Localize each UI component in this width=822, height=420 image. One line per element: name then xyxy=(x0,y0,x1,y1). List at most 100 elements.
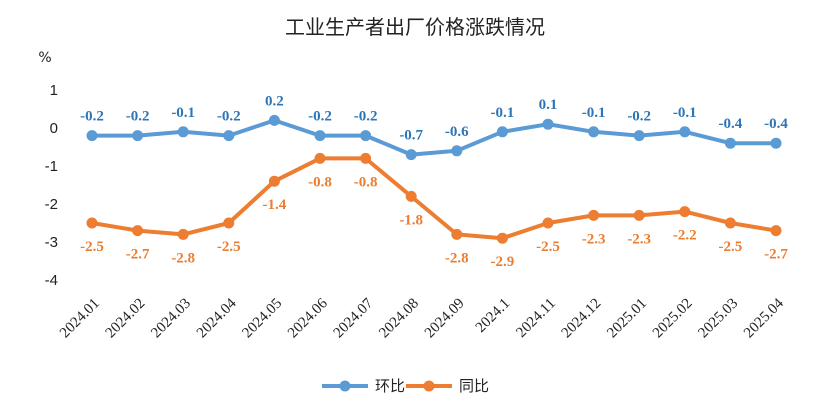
data-label: -1.4 xyxy=(263,197,287,213)
y-tick-label: -1 xyxy=(45,158,58,175)
data-point xyxy=(360,152,372,164)
legend-swatch-marker xyxy=(339,380,351,392)
x-tick-label: 2024.06 xyxy=(285,295,331,341)
data-point xyxy=(770,225,782,237)
data-label: -2.2 xyxy=(673,228,697,244)
data-label: -2.3 xyxy=(582,231,606,247)
legend-swatch-marker xyxy=(423,380,435,392)
data-label: -2.8 xyxy=(445,250,469,266)
data-point xyxy=(223,130,235,142)
data-label: -0.1 xyxy=(582,105,606,121)
data-label: -2.7 xyxy=(764,247,788,263)
data-label: -1.8 xyxy=(399,212,423,228)
data-point xyxy=(177,126,189,138)
data-point xyxy=(360,130,372,142)
data-point xyxy=(542,217,554,229)
data-label: -0.2 xyxy=(80,109,104,125)
data-point xyxy=(496,232,508,244)
x-tick-label: 2025.01 xyxy=(604,296,650,342)
data-point xyxy=(633,209,645,221)
x-tick-label: 2025.04 xyxy=(741,295,787,341)
x-tick-label: 2024.03 xyxy=(148,296,194,342)
x-tick-label: 2024.09 xyxy=(422,296,468,342)
data-point xyxy=(86,217,98,229)
data-point xyxy=(86,130,98,142)
y-tick-label: 0 xyxy=(50,120,58,137)
data-label: -2.5 xyxy=(80,239,104,255)
data-label: -2.7 xyxy=(126,247,150,263)
data-labels: -0.2 -0.2 -0.1 -0.2 0.2 -0.2 -0.2 -0.7 -0.6 -0.1 0… xyxy=(80,93,788,270)
data-label: -2.5 xyxy=(217,239,241,255)
legend: 环比 同比 xyxy=(322,377,489,395)
y-tick-label: -3 xyxy=(45,234,58,251)
data-label: -0.2 xyxy=(354,109,378,125)
data-label: -0.6 xyxy=(445,124,469,140)
y-axis-unit: % xyxy=(38,50,51,66)
data-point xyxy=(679,126,691,138)
data-point xyxy=(314,130,326,142)
y-tick-label: -2 xyxy=(45,196,58,213)
data-point xyxy=(405,190,417,202)
data-point xyxy=(770,137,782,149)
y-tick-label: 1 xyxy=(50,82,58,99)
y-axis: 1 0 -1 -2 -3 -4 xyxy=(45,82,58,289)
y-tick-label: -4 xyxy=(45,272,58,289)
legend-item: 同比 xyxy=(406,377,489,395)
data-point xyxy=(223,217,235,229)
data-label: -0.1 xyxy=(171,105,195,121)
x-tick-label: 2024.11 xyxy=(513,296,558,341)
data-point xyxy=(132,225,144,237)
plot-area xyxy=(86,114,782,244)
data-label: -2.9 xyxy=(491,254,515,270)
x-tick-label: 2024.04 xyxy=(194,295,240,341)
data-point xyxy=(268,114,280,126)
legend-label: 同比 xyxy=(459,377,489,395)
data-point xyxy=(724,217,736,229)
data-point xyxy=(451,145,463,157)
data-point xyxy=(496,126,508,138)
x-tick-label: 2024.01 xyxy=(57,296,103,342)
data-label: -0.2 xyxy=(308,109,332,125)
data-label: -2.8 xyxy=(171,250,195,266)
data-point xyxy=(679,206,691,218)
chart-title: 工业生产者出厂价格涨跌情况 xyxy=(285,15,545,39)
data-point xyxy=(132,130,144,142)
data-label: -0.4 xyxy=(719,116,743,132)
data-label: -0.4 xyxy=(764,116,788,132)
data-label: 0.1 xyxy=(539,97,558,113)
x-tick-label: 2024.08 xyxy=(376,296,422,342)
data-point xyxy=(405,149,417,161)
data-point xyxy=(177,228,189,240)
x-tick-label: 2025.02 xyxy=(650,296,696,342)
data-point xyxy=(588,126,600,138)
data-point xyxy=(451,228,463,240)
series-line xyxy=(90,118,778,157)
data-label: -0.8 xyxy=(354,174,378,190)
x-tick-label: 2024.1 xyxy=(473,296,513,336)
x-tick-label: 2025.03 xyxy=(695,296,741,342)
data-label: -2.5 xyxy=(719,239,743,255)
x-tick-label: 2024.05 xyxy=(239,296,285,342)
data-label: -2.3 xyxy=(627,231,651,247)
data-label: -0.2 xyxy=(627,109,651,125)
data-label: -0.1 xyxy=(673,105,697,121)
x-tick-label: 2024.07 xyxy=(331,295,377,341)
x-tick-label: 2024.02 xyxy=(103,296,149,342)
data-point xyxy=(724,137,736,149)
data-point xyxy=(588,209,600,221)
legend-label: 环比 xyxy=(375,377,405,395)
data-point xyxy=(633,130,645,142)
data-point xyxy=(542,118,554,130)
x-tick-label: 2024.12 xyxy=(559,296,605,342)
data-label: -0.1 xyxy=(491,105,515,121)
series-line xyxy=(90,156,778,241)
data-label: -0.2 xyxy=(126,109,150,125)
x-axis: 2024.01 2024.02 2024.03 2024.04 2024.05 2024.… xyxy=(57,295,787,341)
data-label: -0.2 xyxy=(217,109,241,125)
data-label: -2.5 xyxy=(536,239,560,255)
data-label: 0.2 xyxy=(265,93,284,109)
data-label: -0.8 xyxy=(308,174,332,190)
data-point xyxy=(314,152,326,164)
legend-item: 环比 xyxy=(322,377,405,395)
